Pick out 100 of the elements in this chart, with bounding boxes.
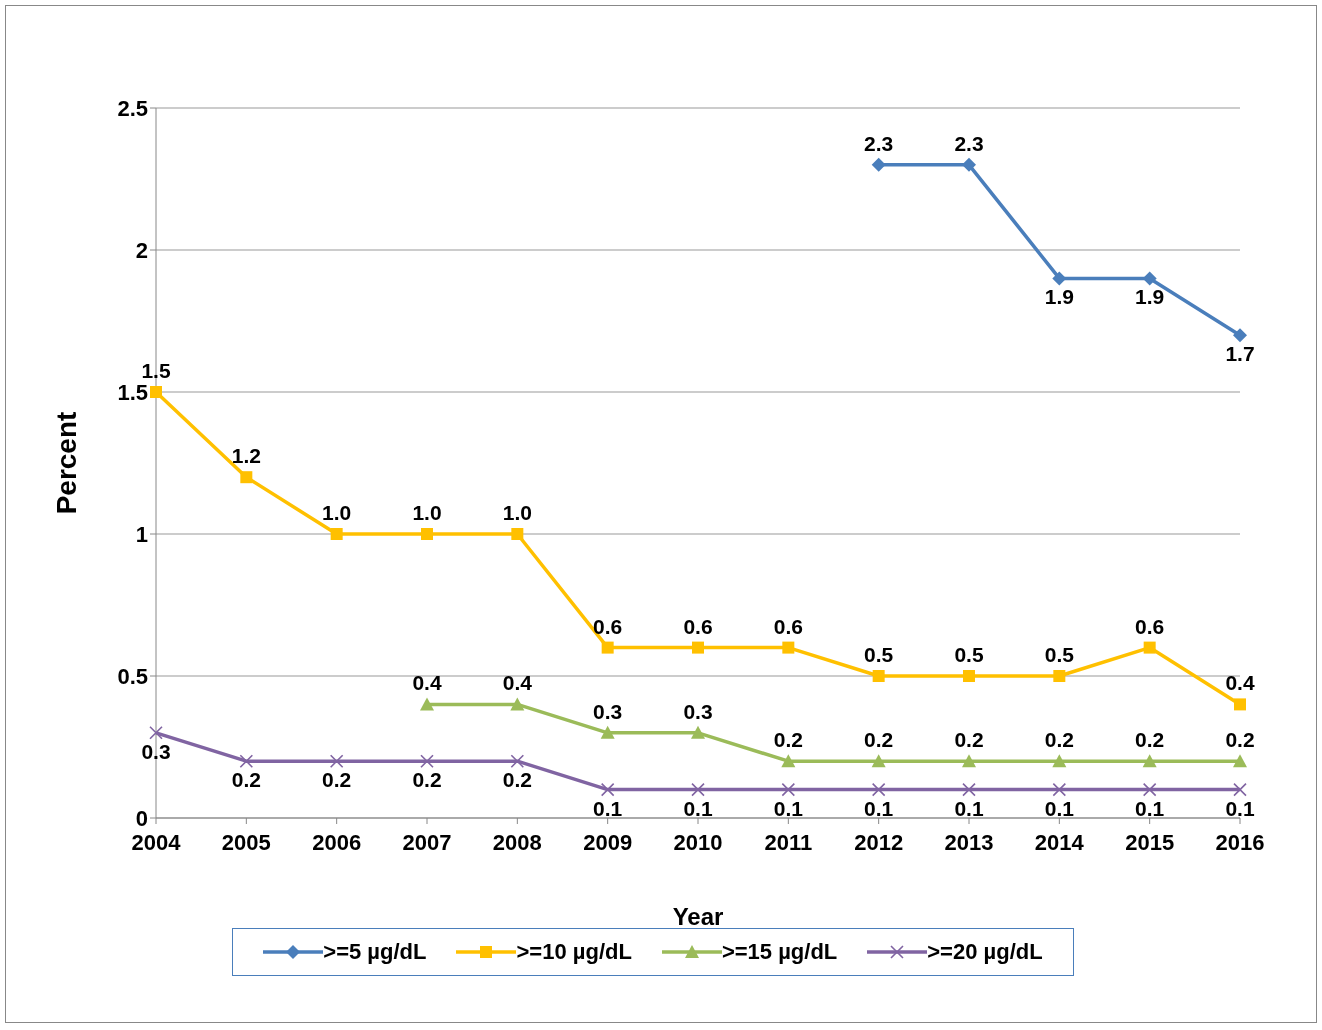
data-label: 0.2 (231, 768, 261, 792)
point (1053, 670, 1066, 682)
x-tick-label: 2011 (764, 829, 813, 855)
point (872, 670, 885, 682)
data-label: 0.5 (1044, 643, 1075, 666)
y-tick-label: 0 (135, 805, 148, 831)
point (1142, 271, 1157, 286)
x-tick-label: 2016 (1215, 829, 1265, 855)
point (1052, 782, 1067, 797)
point (871, 782, 886, 797)
data-label: 0.1 (1225, 796, 1255, 820)
data-label: 0.1 (1135, 796, 1165, 820)
data-label: 1.0 (502, 501, 532, 524)
x-axis-title: Year (672, 903, 724, 931)
x-tick-label: 2008 (492, 829, 542, 855)
point (691, 782, 705, 797)
point (962, 157, 976, 172)
data-label: 1.7 (1225, 342, 1255, 366)
y-tick-label: 2 (135, 237, 148, 263)
data-label: 0.6 (1135, 614, 1165, 638)
point (1233, 782, 1247, 797)
point (510, 754, 525, 768)
data-label: 0.2 (1135, 728, 1165, 752)
data-label: 0.3 (683, 699, 713, 723)
data-label: 1.2 (231, 444, 261, 468)
point (149, 726, 163, 740)
data-label: 0.2 (864, 728, 894, 752)
data-label: 0.4 (502, 671, 533, 695)
x-tick-label: 2007 (402, 829, 452, 855)
legend-label: >=10 µg/dL (516, 939, 632, 965)
data-label: 0.1 (773, 796, 804, 820)
point (1143, 641, 1156, 654)
point (420, 754, 434, 768)
data-label: 0.5 (954, 643, 984, 666)
point (1142, 754, 1157, 768)
point (963, 670, 975, 682)
data-label: 2.3 (954, 131, 984, 155)
data-label: 2.3 (864, 131, 894, 155)
x-tick-label: 2004 (131, 829, 182, 855)
data-label: 0.6 (683, 614, 713, 638)
point (421, 528, 433, 540)
point (782, 641, 795, 654)
point (691, 725, 705, 739)
data-label: 0.3 (141, 739, 171, 763)
data-label: 0.1 (954, 796, 984, 820)
point (420, 697, 434, 711)
data-label: 0.2 (954, 728, 984, 752)
data-label: 0.5 (864, 643, 894, 666)
data-label: 0.1 (593, 796, 623, 820)
data-label: 0.1 (864, 796, 894, 820)
data-label: 0.2 (1225, 728, 1255, 752)
x-tick-label: 2013 (944, 829, 994, 855)
point (601, 641, 614, 654)
legend-label: >=5 µg/dL (323, 939, 427, 965)
point (1142, 782, 1157, 797)
y-tick-label: 0.5 (117, 663, 148, 689)
point (511, 528, 524, 540)
data-label: 0.2 (502, 768, 532, 792)
y-tick-label: 2.5 (117, 95, 148, 121)
x-tick-label: 2012 (854, 829, 904, 855)
point (871, 754, 886, 768)
x-tick-label: 2006 (312, 829, 362, 855)
point (781, 754, 796, 768)
data-label: 0.2 (1044, 728, 1074, 752)
point (1052, 271, 1067, 286)
data-label: 0.1 (683, 796, 713, 820)
x-tick-label: 2014 (1034, 829, 1085, 855)
data-label: 1.9 (1135, 285, 1165, 309)
point (871, 157, 886, 172)
data-label: 1.0 (412, 501, 442, 524)
point (1233, 754, 1247, 768)
data-label: 0.4 (1225, 671, 1255, 695)
point (150, 386, 162, 398)
point (240, 471, 253, 484)
data-label: 0.2 (412, 768, 442, 792)
point (600, 725, 615, 739)
data-label: 1.9 (1044, 285, 1074, 309)
x-tick-label: 2009 (583, 829, 633, 855)
point (600, 782, 615, 797)
y-axis-title: Percent (50, 411, 82, 515)
point (510, 697, 525, 711)
point (781, 782, 796, 797)
data-label: 1.0 (322, 501, 352, 524)
data-label: 0.6 (773, 614, 803, 638)
y-tick-label: 1 (135, 521, 148, 547)
x-tick-label: 2015 (1125, 829, 1175, 855)
data-label: 0.2 (322, 768, 352, 792)
point (692, 641, 704, 654)
point (239, 754, 254, 768)
data-label: 0.4 (412, 671, 442, 695)
data-label: 0.2 (773, 728, 803, 752)
data-label: 0.1 (1044, 796, 1075, 820)
legend-label: >=20 µg/dL (927, 939, 1043, 965)
point (1234, 698, 1246, 711)
point (962, 754, 976, 768)
legend-label: >=15 µg/dL (721, 939, 838, 965)
y-tick-label: 1.5 (117, 379, 148, 405)
data-label: 0.3 (593, 699, 623, 723)
point (330, 528, 343, 540)
x-tick-label: 2010 (673, 829, 723, 855)
